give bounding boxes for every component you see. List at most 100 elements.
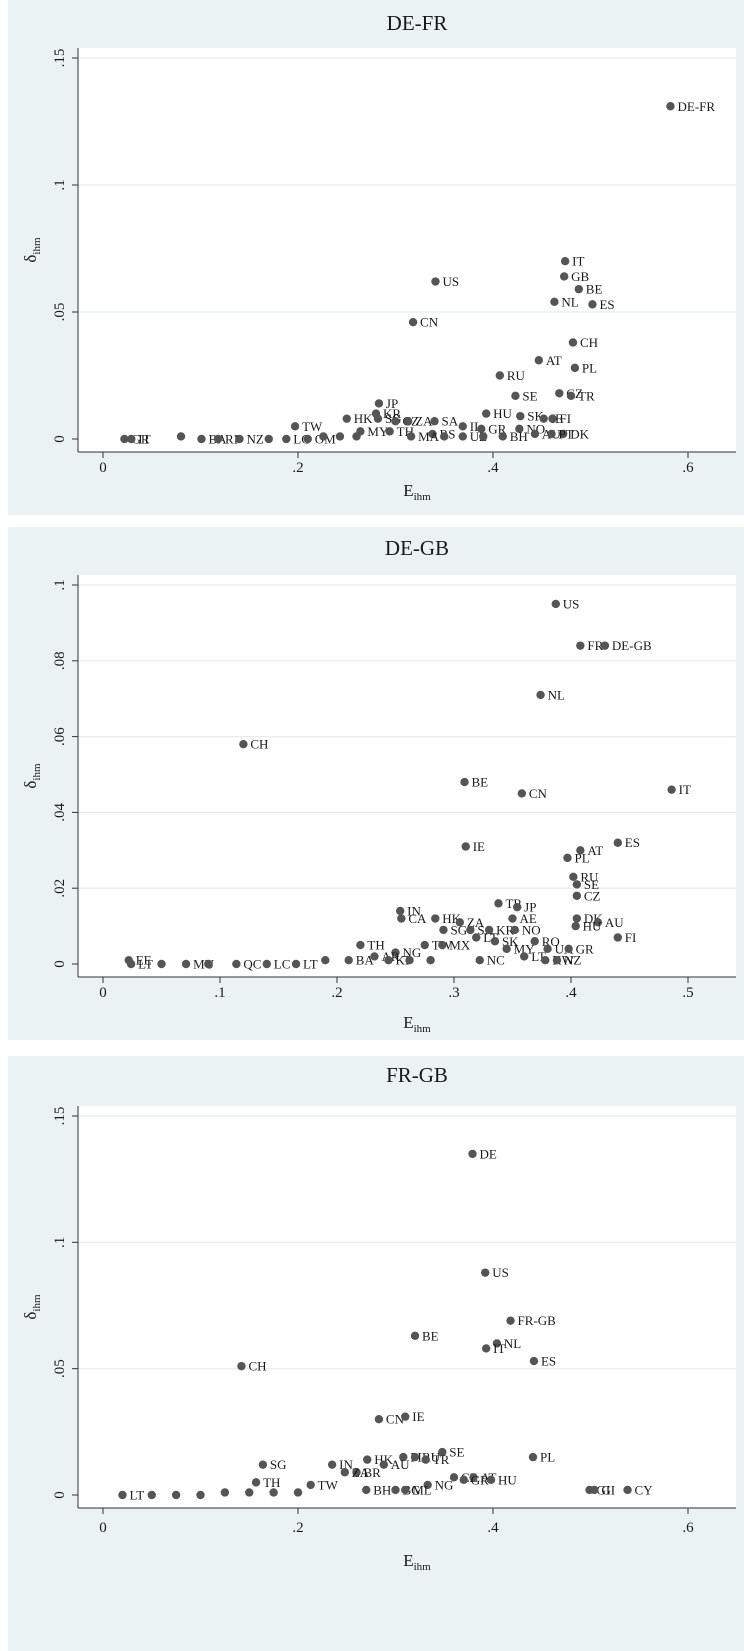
data-point: [397, 914, 406, 923]
data-label: TR: [433, 1452, 450, 1467]
data-label: CH: [248, 1359, 266, 1374]
data-label: JP: [386, 396, 398, 411]
data-point: [269, 1488, 278, 1497]
data-label: HU: [493, 406, 512, 421]
data-label: SG: [450, 922, 467, 937]
x-axis-label: Eihm: [403, 1551, 431, 1573]
x-tick-label: .3: [448, 985, 459, 1001]
data-point: [516, 411, 525, 421]
data-point: [472, 933, 481, 942]
data-point: [171, 1490, 181, 1500]
data-point: [484, 925, 494, 935]
data-label: ES: [541, 1354, 556, 1369]
data-point: [157, 959, 166, 969]
x-tick-label: 0: [99, 460, 107, 476]
data-point: [290, 422, 300, 431]
data-point: [405, 956, 414, 965]
y-tick-label: .02: [52, 879, 68, 898]
data-point: [547, 429, 556, 439]
data-point: [430, 417, 439, 426]
data-label: CN: [529, 786, 548, 801]
data-point: [340, 1468, 349, 1477]
data-point: [220, 1488, 230, 1497]
data-label: KI: [395, 953, 409, 968]
data-point: [431, 914, 440, 923]
data-point: [438, 1447, 447, 1457]
data-point: [572, 914, 582, 923]
y-tick-label: .1: [52, 579, 68, 590]
data-label: NG: [403, 945, 422, 960]
data-point: [508, 914, 517, 923]
data-label: NC: [487, 953, 505, 968]
y-tick-label: .15: [52, 49, 68, 68]
data-label: GR: [576, 941, 594, 956]
data-point: [352, 1468, 361, 1477]
data-point: [552, 956, 562, 965]
data-point: [458, 432, 467, 441]
data-label: HU: [498, 1472, 517, 1487]
data-point: [458, 422, 467, 431]
scatter-chart-fr-gb: FR-GB 0 .05 .1 .15 0 .2 .4 .6 Eihm δihm DE US FR-GB BE…: [21, 1063, 736, 1573]
data-point: [439, 925, 448, 935]
data-label: MX: [449, 938, 471, 953]
chart-title: FR-GB: [386, 1063, 448, 1087]
data-label: BH: [510, 429, 528, 444]
data-point: [262, 959, 271, 969]
x-tick-label: .2: [292, 1520, 303, 1536]
y-tick-label: .15: [52, 1107, 68, 1126]
data-point: [481, 409, 491, 418]
x-tick-label: .2: [331, 985, 342, 1001]
data-point: [420, 940, 429, 950]
data-point: [666, 102, 675, 111]
data-label: GR: [471, 1472, 489, 1487]
data-point: [306, 1480, 315, 1490]
data-point: [120, 434, 129, 444]
data-point: [459, 1475, 468, 1485]
data-point: [541, 956, 550, 965]
data-point: [391, 1485, 400, 1495]
data-point: [574, 284, 583, 294]
data-point: [570, 363, 580, 373]
data-label: BR: [364, 1465, 382, 1480]
y-axis-label: δihm: [21, 1294, 43, 1320]
data-label: BE: [422, 1328, 439, 1343]
data-point: [667, 785, 676, 794]
data-point: [564, 944, 573, 954]
y-tick-label: .1: [52, 179, 68, 190]
data-label: ZA: [352, 1465, 370, 1480]
data-point: [495, 371, 505, 380]
data-point: [613, 838, 622, 847]
x-tick-label: .4: [487, 460, 499, 476]
data-point: [534, 356, 544, 365]
data-label: PL: [582, 360, 597, 375]
data-point: [385, 427, 394, 436]
data-point: [421, 1455, 430, 1464]
chart-panel-fr-gb: FR-GB 0 .05 .1 .15 0 .2 .4 .6 Eihm δihm DE US FR-GB BE…: [8, 1056, 744, 1651]
data-label: LT: [138, 957, 153, 972]
data-point: [492, 1339, 502, 1348]
y-axis-label: δihm: [21, 763, 43, 789]
y-axis-label: δihm: [21, 237, 43, 263]
data-point: [410, 1452, 420, 1462]
x-tick-label: .6: [682, 1520, 694, 1536]
data-point: [239, 739, 248, 749]
x-tick-label: .4: [487, 1520, 499, 1536]
data-point: [391, 948, 400, 957]
x-axis-label: Eihm: [403, 481, 431, 503]
data-point: [502, 944, 511, 954]
data-label: CY: [635, 1482, 654, 1497]
data-label: MA: [418, 429, 440, 444]
data-label: AU: [391, 1457, 410, 1472]
data-label: GI: [597, 1482, 611, 1497]
data-point: [510, 925, 520, 935]
data-point: [449, 1473, 459, 1482]
data-label: AU: [605, 915, 624, 930]
data-point: [528, 1452, 538, 1462]
data-label: AE: [520, 911, 537, 926]
data-label: US: [563, 596, 580, 611]
data-label: GI: [601, 1482, 615, 1497]
data-point: [530, 429, 540, 439]
chart-title: DE-FR: [387, 11, 448, 35]
data-point: [460, 777, 469, 787]
